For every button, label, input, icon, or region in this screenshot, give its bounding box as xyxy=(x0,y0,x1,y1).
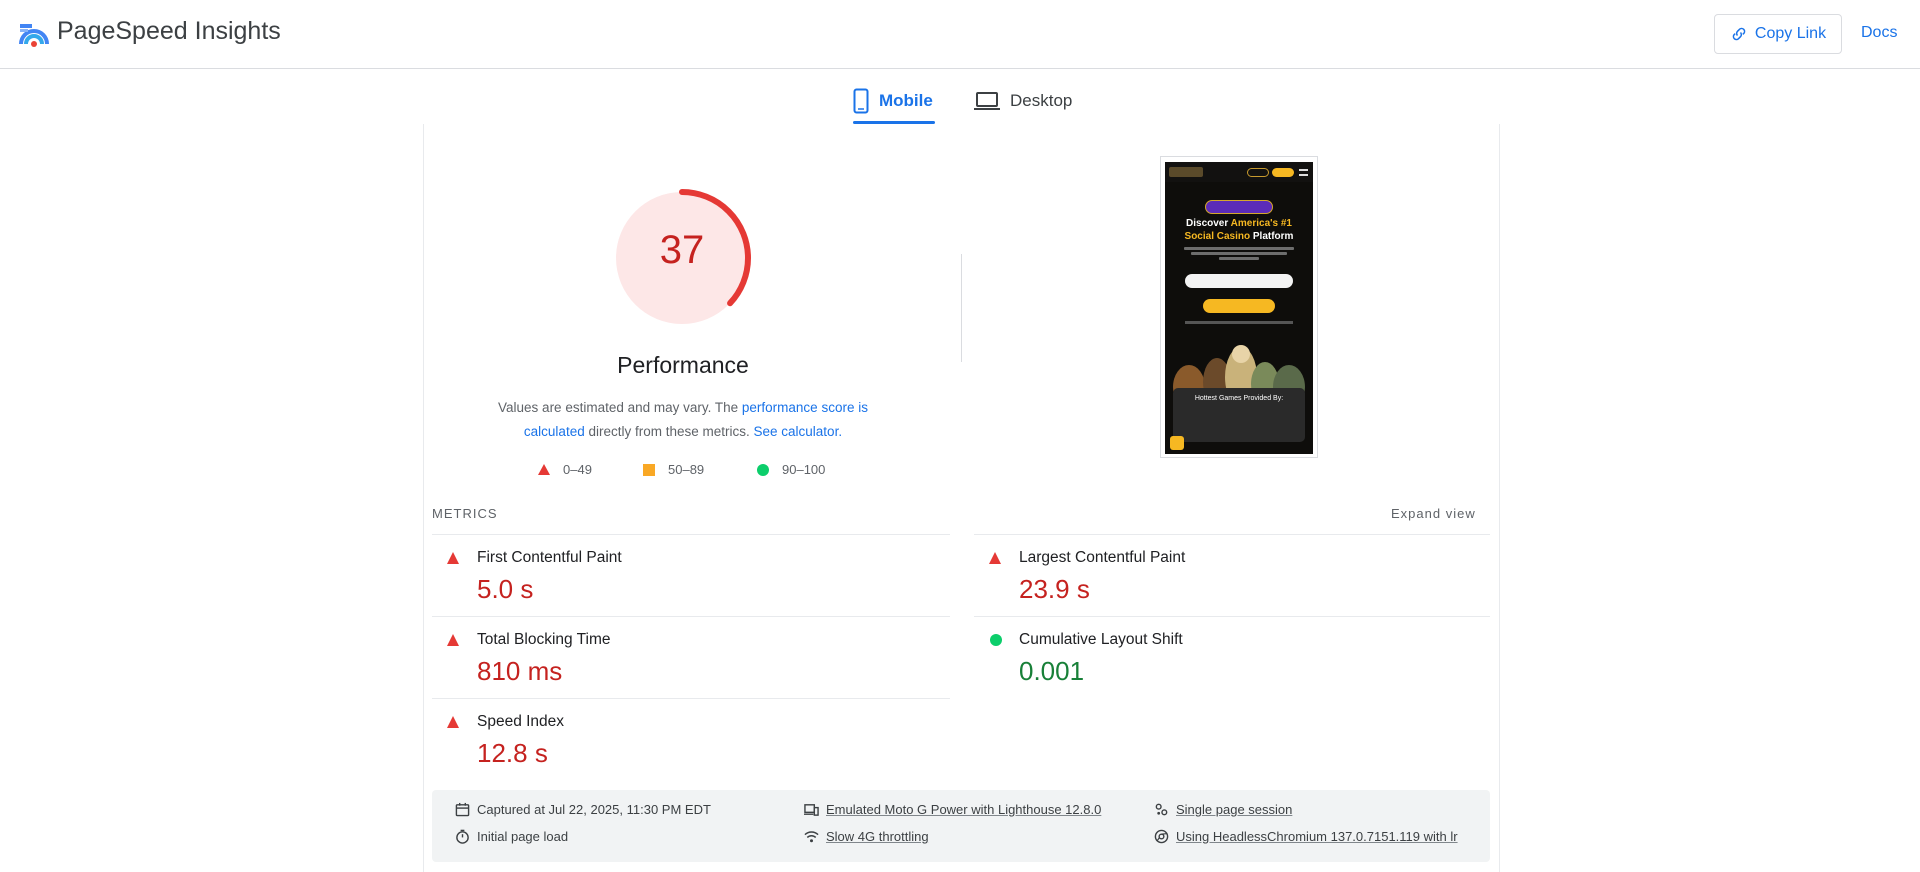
session-type[interactable]: Single page session xyxy=(1154,802,1292,817)
link-icon xyxy=(1732,27,1746,41)
tab-mobile[interactable]: Mobile xyxy=(853,84,933,118)
pass-circle-icon xyxy=(757,463,769,476)
legend-pass: 90–100 xyxy=(757,462,825,477)
thumb-headline-1-accent: America's #1 xyxy=(1230,218,1292,229)
metric-tbt-name: Total Blocking Time xyxy=(477,631,611,648)
metrics-divider xyxy=(974,534,1490,535)
app-title: PageSpeed Insights xyxy=(57,17,281,45)
final-screenshot[interactable]: Discover America's #1 Social Casino Plat… xyxy=(1165,162,1313,454)
legend-fail-range: 0–49 xyxy=(563,462,592,477)
thumb-games-title: Hottest Games Provided By: xyxy=(1194,395,1284,402)
thumb-headline-2-accent: Social Casino xyxy=(1184,231,1251,242)
active-tab-indicator xyxy=(853,121,935,124)
fail-triangle-icon xyxy=(538,464,550,475)
fcp-fail-icon xyxy=(447,552,459,564)
metric-si-name: Speed Index xyxy=(477,713,565,730)
metrics-divider xyxy=(432,616,950,617)
thumb-login-button xyxy=(1247,168,1269,177)
panel-border-right xyxy=(1499,124,1500,872)
performance-description: Values are estimated and may vary. The p… xyxy=(470,396,896,444)
docs-link[interactable]: Docs xyxy=(1861,24,1898,41)
thumb-cta-button xyxy=(1203,299,1275,313)
average-square-icon xyxy=(643,463,655,476)
browser-version-text: Using HeadlessChromium 137.0.7151.119 wi… xyxy=(1176,829,1458,844)
metrics-divider xyxy=(432,698,950,699)
metrics-divider xyxy=(974,616,1490,617)
copy-link-label: Copy Link xyxy=(1754,25,1827,42)
performance-score: 37 xyxy=(659,228,705,272)
emulated-device[interactable]: Emulated Moto G Power with Lighthouse 12… xyxy=(804,802,1101,817)
si-fail-icon xyxy=(447,716,459,728)
tab-desktop[interactable]: Desktop xyxy=(974,84,1072,118)
top-app-bar: PageSpeed Insights Copy Link Docs xyxy=(0,0,1920,69)
thumb-games-box: Hottest Games Provided By: xyxy=(1173,388,1305,442)
thumb-chat-badge xyxy=(1170,436,1184,450)
captured-at: Captured at Jul 22, 2025, 11:30 PM EDT xyxy=(455,802,711,817)
timer-icon xyxy=(456,829,469,844)
metric-si-value: 12.8 s xyxy=(477,738,548,768)
session-type-text: Single page session xyxy=(1176,802,1293,817)
metrics-divider xyxy=(432,534,950,535)
tbt-fail-icon xyxy=(447,634,459,646)
thumb-site-logo xyxy=(1169,167,1203,177)
metric-lcp-value: 23.9 s xyxy=(1019,574,1090,604)
legend-average-range: 50–89 xyxy=(668,462,705,477)
desc-text-2: directly from these metrics. xyxy=(584,424,754,439)
network-throttling-text: Slow 4G throttling xyxy=(826,829,929,844)
legend-pass-range: 90–100 xyxy=(782,462,826,477)
thumb-navbar xyxy=(1165,162,1313,182)
metric-fcp-name: First Contentful Paint xyxy=(477,549,622,566)
captured-at-text: Captured at Jul 22, 2025, 11:30 PM EDT xyxy=(477,802,711,817)
thumb-register-button xyxy=(1272,168,1294,177)
legend-average: 50–89 xyxy=(643,462,704,477)
gauge-arc xyxy=(613,189,751,327)
thumb-jackpot-pill xyxy=(1205,200,1273,214)
browser-version[interactable]: Using HeadlessChromium 137.0.7151.119 wi… xyxy=(1154,829,1458,844)
lcp-fail-icon xyxy=(989,552,1001,564)
performance-score-gauge xyxy=(613,189,751,327)
panel-border-left xyxy=(423,124,424,872)
performance-title: Performance xyxy=(617,352,749,378)
cls-pass-icon xyxy=(990,634,1002,646)
emulated-device-text: Emulated Moto G Power with Lighthouse 12… xyxy=(826,802,1102,817)
devices-icon xyxy=(804,804,819,816)
session-icon xyxy=(1155,803,1168,816)
thumb-subtext xyxy=(1179,245,1299,260)
wifi-icon xyxy=(804,831,819,843)
metric-lcp-name: Largest Contentful Paint xyxy=(1019,549,1186,566)
thumb-headline-1: Discover xyxy=(1186,218,1231,229)
phone-icon xyxy=(853,88,869,114)
metric-tbt-value: 810 ms xyxy=(477,656,563,686)
metric-fcp-value: 5.0 s xyxy=(477,574,534,604)
copy-link-button[interactable]: Copy Link xyxy=(1714,14,1842,54)
runtime-settings: Captured at Jul 22, 2025, 11:30 PM EDT I… xyxy=(432,790,1490,862)
expand-view-toggle[interactable]: Expand view xyxy=(1391,506,1476,521)
tab-mobile-label: Mobile xyxy=(879,91,933,110)
thumb-email-input xyxy=(1185,274,1293,288)
chrome-icon xyxy=(1154,829,1169,844)
performance-score-link[interactable]: performance score is calculated xyxy=(523,400,868,439)
metrics-heading: METRICS xyxy=(432,506,498,521)
tab-desktop-label: Desktop xyxy=(1010,91,1073,110)
center-divider xyxy=(961,254,962,362)
calendar-icon xyxy=(455,802,470,817)
thumb-headline: Discover America's #1 Social Casino Plat… xyxy=(1165,217,1313,243)
thumb-menu-icon xyxy=(1299,169,1308,176)
initial-page-load: Initial page load xyxy=(455,829,568,844)
network-throttling[interactable]: Slow 4G throttling xyxy=(804,829,929,844)
thumb-headline-2: Platform xyxy=(1250,231,1294,242)
metric-cls-name: Cumulative Layout Shift xyxy=(1019,631,1183,648)
thumb-note xyxy=(1185,321,1293,324)
legend-fail: 0–49 xyxy=(538,462,592,477)
metric-cls-value: 0.001 xyxy=(1019,656,1085,686)
laptop-icon xyxy=(974,92,1000,110)
pagespeed-logo-icon[interactable] xyxy=(18,18,50,50)
see-calculator-link[interactable]: See calculator. xyxy=(753,424,843,439)
initial-page-load-text: Initial page load xyxy=(477,829,569,844)
desc-text-1: Values are estimated and may vary. The xyxy=(498,400,742,415)
gauge-background xyxy=(616,192,748,324)
